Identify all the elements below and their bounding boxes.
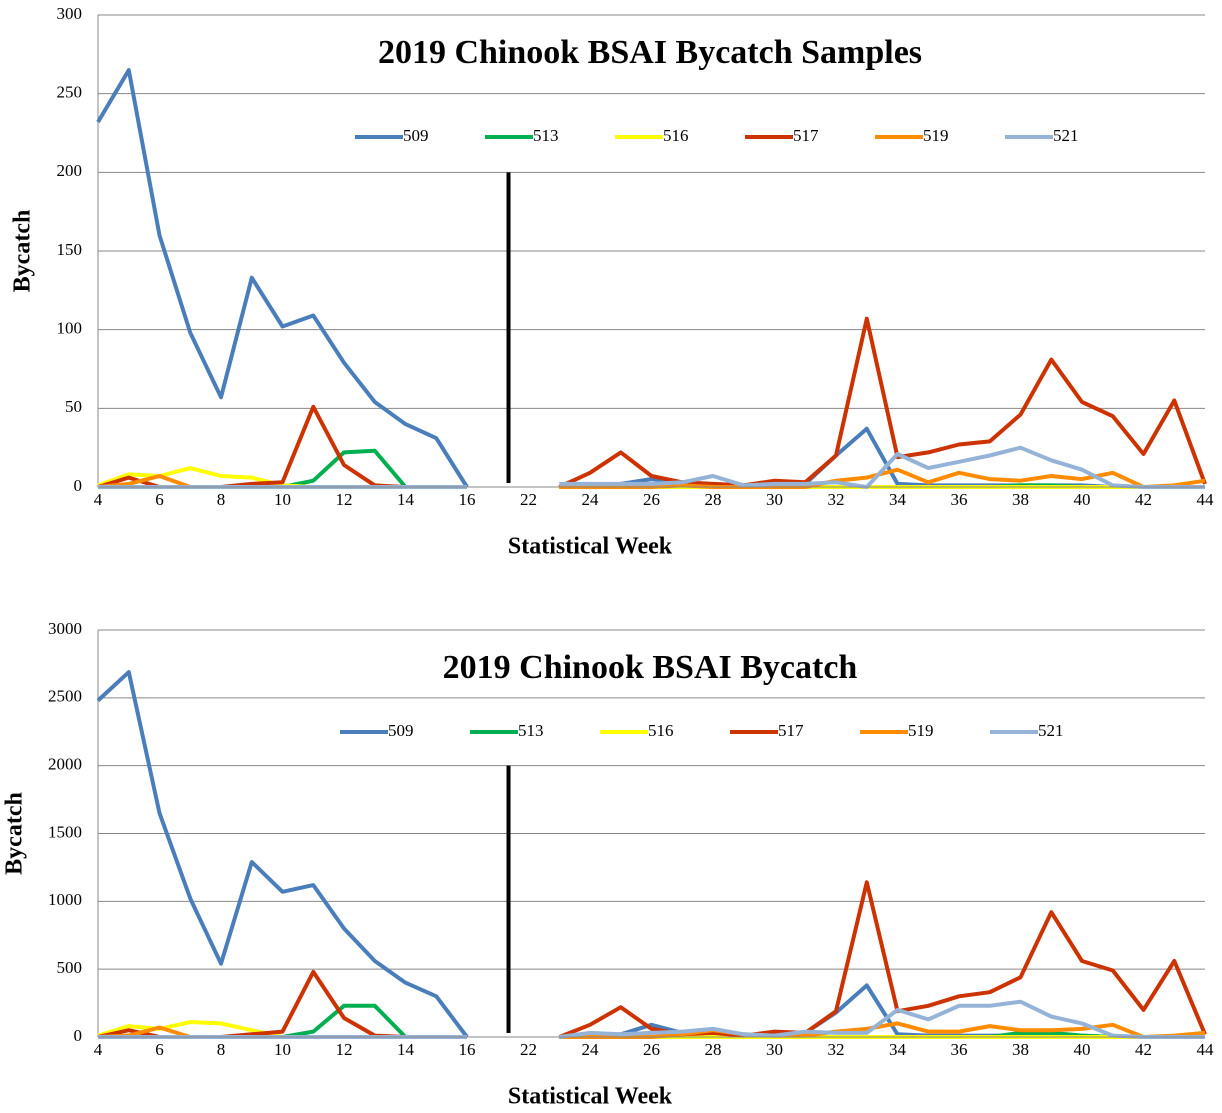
legend-label: 521 bbox=[1038, 721, 1064, 740]
x-tick-label: 16 bbox=[459, 490, 476, 509]
legend-label: 517 bbox=[778, 721, 804, 740]
legend-label: 513 bbox=[518, 721, 544, 740]
x-tick-label: 6 bbox=[155, 490, 164, 509]
y-tick-label: 2000 bbox=[48, 755, 82, 774]
y-tick-label: 1000 bbox=[48, 890, 82, 909]
x-axis-label: Statistical Week bbox=[508, 1084, 673, 1110]
x-tick-label: 28 bbox=[705, 490, 722, 509]
x-tick-label: 24 bbox=[582, 1040, 600, 1059]
legend-label: 513 bbox=[533, 126, 559, 145]
y-tick-label: 200 bbox=[57, 161, 83, 180]
x-tick-label: 26 bbox=[643, 490, 660, 509]
y-tick-label: 50 bbox=[65, 397, 82, 416]
y-tick-label: 300 bbox=[57, 4, 83, 23]
legend-label: 519 bbox=[908, 721, 934, 740]
y-tick-label: 1500 bbox=[48, 822, 82, 841]
x-tick-label: 4 bbox=[94, 490, 103, 509]
x-tick-label: 24 bbox=[582, 490, 600, 509]
y-tick-label: 150 bbox=[57, 240, 83, 259]
x-tick-label: 32 bbox=[828, 1040, 845, 1059]
x-tick-label: 14 bbox=[397, 490, 415, 509]
x-tick-label: 44 bbox=[1197, 490, 1215, 509]
y-tick-label: 500 bbox=[57, 958, 83, 977]
series-line bbox=[96, 68, 1205, 489]
x-axis-label: Statistical Week bbox=[508, 534, 673, 560]
y-axis-label: Bycatch bbox=[2, 792, 28, 875]
chart-title: 2019 Chinook BSAI Bycatch Samples bbox=[378, 34, 922, 71]
x-tick-label: 10 bbox=[274, 1040, 291, 1059]
x-tick-label: 14 bbox=[397, 1040, 415, 1059]
legend-label: 509 bbox=[388, 721, 414, 740]
x-tick-label: 36 bbox=[951, 1040, 968, 1059]
x-tick-label: 8 bbox=[217, 490, 226, 509]
series-line bbox=[97, 880, 1207, 1039]
x-tick-label: 38 bbox=[1012, 490, 1029, 509]
x-tick-label: 32 bbox=[828, 490, 845, 509]
x-tick-label: 10 bbox=[274, 490, 291, 509]
x-tick-label: 12 bbox=[336, 490, 353, 509]
y-tick-label: 100 bbox=[57, 319, 83, 338]
legend-label: 516 bbox=[663, 126, 689, 145]
x-tick-label: 22 bbox=[520, 490, 537, 509]
x-tick-label: 34 bbox=[889, 1040, 907, 1059]
legend-label: 516 bbox=[648, 721, 674, 740]
legend-label: 517 bbox=[793, 126, 819, 145]
series-line bbox=[97, 316, 1207, 489]
y-tick-label: 0 bbox=[74, 476, 83, 495]
y-tick-label: 0 bbox=[74, 1026, 83, 1045]
x-tick-label: 30 bbox=[766, 1040, 783, 1059]
x-tick-label: 30 bbox=[766, 490, 783, 509]
x-tick-label: 38 bbox=[1012, 1040, 1029, 1059]
x-tick-label: 34 bbox=[889, 490, 907, 509]
y-tick-label: 3000 bbox=[48, 619, 82, 638]
x-tick-label: 42 bbox=[1135, 490, 1152, 509]
legend-label: 509 bbox=[403, 126, 429, 145]
x-tick-label: 40 bbox=[1074, 490, 1091, 509]
legend-label: 521 bbox=[1053, 126, 1079, 145]
x-tick-label: 28 bbox=[705, 1040, 722, 1059]
y-tick-label: 2500 bbox=[48, 687, 82, 706]
x-tick-label: 26 bbox=[643, 1040, 660, 1059]
y-tick-label: 250 bbox=[57, 83, 83, 102]
legend-label: 519 bbox=[923, 126, 949, 145]
x-tick-label: 8 bbox=[217, 1040, 226, 1059]
x-tick-label: 6 bbox=[155, 1040, 164, 1059]
x-tick-label: 4 bbox=[94, 1040, 103, 1059]
x-tick-label: 16 bbox=[459, 1040, 476, 1059]
x-tick-label: 22 bbox=[520, 1040, 537, 1059]
x-tick-label: 42 bbox=[1135, 1040, 1152, 1059]
x-tick-label: 44 bbox=[1197, 1040, 1215, 1059]
x-tick-label: 36 bbox=[951, 490, 968, 509]
x-tick-label: 12 bbox=[336, 1040, 353, 1059]
chart-title: 2019 Chinook BSAI Bycatch bbox=[443, 649, 858, 686]
y-axis-label: Bycatch bbox=[10, 210, 36, 293]
x-tick-label: 40 bbox=[1074, 1040, 1091, 1059]
